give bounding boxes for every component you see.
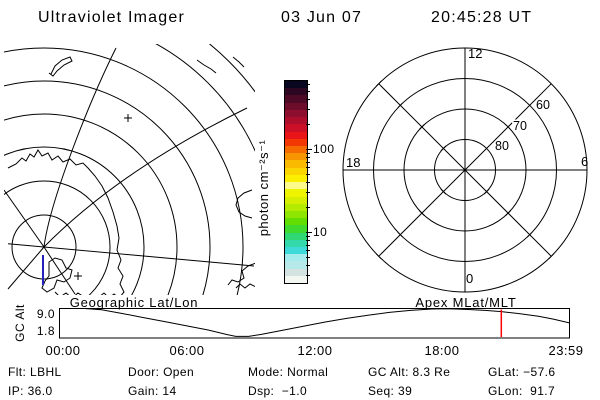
colorbar-tick-mark xyxy=(306,157,310,158)
date-label: 03 Jun 07 xyxy=(281,9,363,26)
orbit-xtick-18: 18:00 xyxy=(424,343,460,358)
status-ip: IP: 36.0 xyxy=(8,384,53,398)
colorbar-band xyxy=(285,174,307,183)
colorbar-band xyxy=(285,232,307,240)
colorbar-band xyxy=(285,210,307,219)
mlt-label-18: 18 xyxy=(346,155,360,170)
status-gain: Gain: 14 xyxy=(128,384,177,398)
colorbar xyxy=(284,80,308,284)
map-coastline xyxy=(7,56,255,295)
colorbar-tick-100: 100 xyxy=(313,142,335,156)
mlat-label-60: 60 xyxy=(536,98,550,112)
status-door: Door: Open xyxy=(128,365,195,379)
colorbar-band xyxy=(285,153,307,161)
colorbar-band xyxy=(285,124,307,132)
colorbar-band xyxy=(285,160,307,168)
mlat-label-80: 80 xyxy=(495,139,509,153)
colorbar-band xyxy=(285,189,307,197)
map-panel-title: Geographic Lat/Lon xyxy=(69,295,199,310)
mlt-spokes xyxy=(343,48,587,292)
colorbar-tick-mark xyxy=(306,207,310,208)
colorbar-band xyxy=(285,254,307,262)
status-dsp: Dsp: −1.0 xyxy=(248,384,308,398)
colorbar-tick-mark xyxy=(306,109,310,111)
orbit-ytick-bottom: 1.8 xyxy=(36,324,55,338)
status-glat: GLat: −57.6 xyxy=(488,365,556,379)
status-filter: Flt: LBHL xyxy=(8,365,62,379)
colorbar-tick-mark xyxy=(306,240,310,241)
colorbar-tick-mark xyxy=(306,275,310,277)
colorbar-tick-mark xyxy=(306,124,310,125)
latitude-grid-circles xyxy=(4,44,255,295)
colorbar-tick-mark xyxy=(306,174,310,175)
colorbar-band xyxy=(285,203,307,211)
spoke-tick-marks xyxy=(375,80,555,260)
status-glon: GLon: 91.7 xyxy=(488,384,556,398)
mlt-label-0: 0 xyxy=(466,271,473,286)
meridian-lines xyxy=(4,47,255,295)
colorbar-tick-mark xyxy=(306,244,310,246)
colorbar-band xyxy=(285,145,307,154)
colorbar-tick-mark xyxy=(306,250,310,252)
colorbar-tick-mark xyxy=(306,152,310,154)
orbit-ytick-top: 9.0 xyxy=(36,307,55,321)
colorbar-tick-mark xyxy=(306,192,310,194)
colorbar-band xyxy=(285,247,307,255)
colorbar-tick-mark xyxy=(306,265,310,266)
status-gc-alt: GC Alt: 8.3 Re xyxy=(368,365,451,379)
orbit-plot-frame xyxy=(59,308,570,339)
geographic-map xyxy=(4,44,255,295)
colorbar-band xyxy=(285,182,307,190)
colorbar-band xyxy=(285,88,307,96)
colorbar-tick-mark xyxy=(306,99,310,100)
colorbar-band xyxy=(285,81,307,89)
colorbar-band xyxy=(285,218,307,226)
colorbar-unit-label: photon cm⁻²s⁻¹ xyxy=(256,139,271,237)
colorbar-band xyxy=(285,167,307,175)
orbit-xtick-6: 06:00 xyxy=(169,343,205,358)
colorbar-band xyxy=(285,117,307,125)
colorbar-tick-mark xyxy=(306,91,310,92)
orbit-altitude-plot xyxy=(59,308,571,339)
colorbar-band xyxy=(285,109,307,118)
colorbar-band xyxy=(285,102,307,110)
colorbar-band xyxy=(285,196,307,204)
colorbar-ticks xyxy=(306,80,316,282)
status-mode: Mode: Normal xyxy=(248,365,329,379)
colorbar-tick-mark xyxy=(306,232,312,233)
colorbar-tick-mark xyxy=(306,235,310,237)
colorbar-band xyxy=(285,225,307,233)
orbit-xtick-0: 00:00 xyxy=(45,343,81,358)
colorbar-band xyxy=(285,261,307,269)
orbit-xtick-12: 12:00 xyxy=(297,343,333,358)
colorbar-band xyxy=(285,95,307,103)
colorbar-tick-mark xyxy=(306,182,310,183)
app-title: Ultraviolet Imager xyxy=(38,9,185,26)
colorbar-tick-mark xyxy=(306,167,310,169)
time-label: 20:45:28 UT xyxy=(431,9,533,26)
orbit-curve xyxy=(59,308,571,337)
apex-polar-plot: 12 18 6 0 80 70 60 xyxy=(342,46,588,293)
colorbar-tick-mark xyxy=(306,149,312,150)
orbit-ylabel: GC Alt xyxy=(13,304,27,342)
mlt-label-12: 12 xyxy=(468,46,482,61)
colorbar-band xyxy=(285,138,307,146)
status-seq: Seq: 39 xyxy=(368,384,413,398)
colorbar-tick-mark xyxy=(306,161,310,163)
colorbar-bands xyxy=(285,81,307,284)
polar-panel-title: Apex MLat/MLT xyxy=(415,295,517,310)
orbit-xtick-24: 23:59 xyxy=(548,343,584,358)
colorbar-tick-10: 10 xyxy=(313,225,328,239)
colorbar-tick-mark xyxy=(306,257,310,258)
colorbar-band xyxy=(285,131,307,139)
colorbar-band xyxy=(285,239,307,248)
colorbar-band xyxy=(285,268,307,276)
map-plus-markers xyxy=(74,114,132,280)
colorbar-tick-mark xyxy=(306,84,310,86)
mlat-label-70: 70 xyxy=(513,119,527,133)
mlt-label-6: 6 xyxy=(581,154,588,169)
colorbar-band xyxy=(285,275,307,284)
